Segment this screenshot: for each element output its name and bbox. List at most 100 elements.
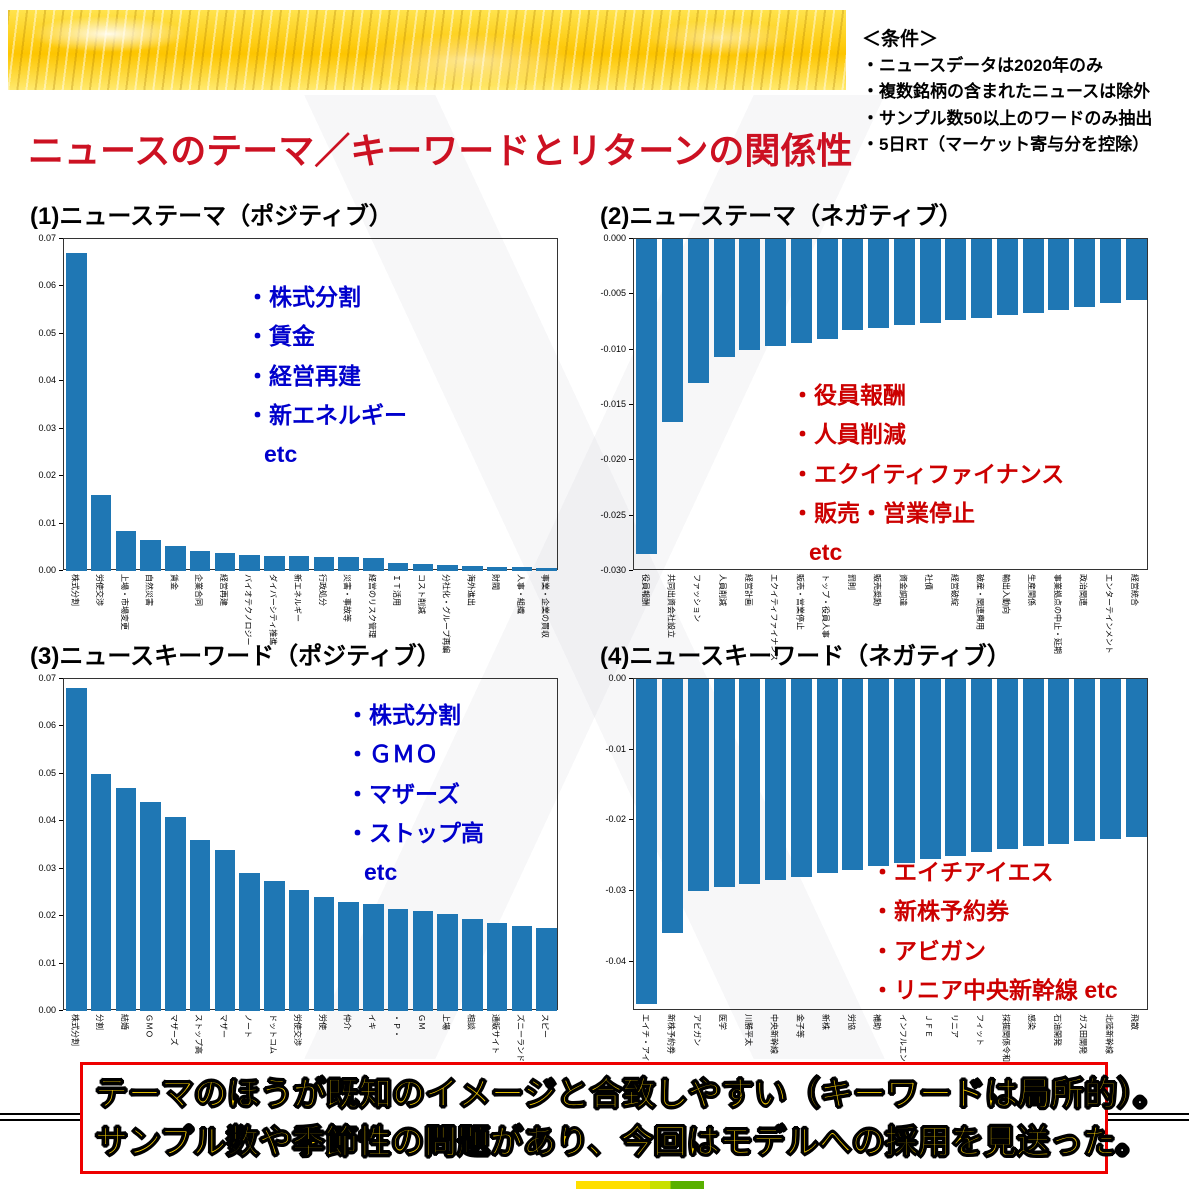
y-tick-mark (59, 427, 63, 429)
bar (165, 546, 186, 571)
bar (214, 849, 235, 1011)
y-axis: 0.07 0.06 0.05 0.04 0.03 0.02 0.01 0.00 (25, 233, 63, 575)
bar (1074, 679, 1096, 842)
annotation: ・エクイティファイナンス (791, 460, 1065, 487)
bar (842, 239, 864, 330)
x-tick-label: 経営計画 (743, 574, 753, 606)
bar (486, 566, 508, 571)
bar (816, 239, 838, 339)
x-tick-label: トップ・役員人事 (821, 574, 831, 638)
y-tick-mark (59, 380, 63, 382)
x-tick-label: 経営統合 (1130, 574, 1140, 606)
conclusion-line-1: テーマのほうが既知のイメージと合致しやすい（キーワードは局所的）。 (95, 1075, 1168, 1113)
bar (140, 802, 161, 1011)
x-tick-label: ＩＴ活用 (392, 574, 402, 606)
bar (842, 679, 864, 870)
y-tick-mark (59, 332, 63, 334)
x-tick-label: バイオテクノロジー (243, 574, 253, 646)
bar (363, 557, 384, 571)
annotation: ・販売・営業停止 (791, 499, 975, 526)
y-tick-mark (59, 772, 63, 774)
conditions-box: ＜条件＞ ・ニュースデータは2020年のみ ・複数銘柄の含まれたニュースは除外 ・サ… (862, 24, 1188, 158)
x-tick-label: コスト削減 (416, 574, 426, 614)
x-tick-label: 仲介 (342, 1014, 352, 1030)
x-tick-label: エンターテインメント (1104, 574, 1114, 654)
x-tick-label: 労使 (317, 1014, 327, 1030)
chart-panel-news-theme-positive: (1)ニューステーマ（ポジティブ） 0.07 0.06 0.05 0.04 0.03 0.… (25, 196, 568, 654)
bar (536, 928, 557, 1011)
bar (1074, 239, 1096, 307)
plot-area: ・株式分割 ・賃金 ・経営再建 ・新エネルギー etc (63, 238, 558, 571)
bar (662, 239, 684, 422)
bar (893, 679, 915, 863)
y-tick-label: 0.03 (38, 422, 56, 433)
x-tick-label: マザーズ (169, 1014, 179, 1046)
bars (64, 679, 557, 1011)
bar (338, 901, 359, 1011)
bars (64, 239, 557, 571)
bar (790, 239, 812, 344)
x-tick-label: 感染 (1027, 1014, 1037, 1030)
bar (140, 540, 161, 571)
page-title: ニュースのテーマ／キーワードとリターンの関係性 (28, 130, 853, 171)
decorative-lines-right (1108, 1113, 1189, 1121)
bar (462, 918, 483, 1011)
y-tick-mark (629, 678, 633, 679)
bar (945, 239, 967, 320)
x-tick-label: ＧＭ (416, 1014, 426, 1030)
y-axis: 0.07 0.06 0.05 0.04 0.03 0.02 0.01 0.00 (25, 673, 63, 1015)
bar (412, 911, 433, 1011)
x-tick-label: ガス田開発 (1078, 1014, 1088, 1054)
x-tick-label: 結婚 (119, 1014, 129, 1030)
x-tick-label: 販売奨励 (872, 574, 882, 606)
x-tick-label: 採掘関係令和 (1001, 1014, 1011, 1062)
x-axis-labels: 株式分割 労使交渉 上場・市場変更 自然災害 賃金 企業合同 経営再建 バイオテクノロジー ダイ… (63, 570, 558, 654)
x-tick-label: ストップ高 (194, 1014, 204, 1054)
y-tick-label: 0.06 (38, 280, 56, 291)
bar-chart: 0.000 -0.005 -0.010 -0.015 -0.020 -0.025 -0.03… (595, 233, 1158, 661)
bar (1022, 239, 1044, 314)
y-tick-mark (59, 522, 63, 524)
chart-title: (2)ニューステーマ（ネガティブ） (600, 203, 963, 230)
x-tick-label: ファッション (692, 574, 702, 622)
y-tick-mark (59, 678, 63, 679)
bar (687, 679, 709, 891)
bar (1099, 239, 1121, 304)
y-tick-label: 0.00 (38, 1005, 56, 1015)
y-tick-label: 0.05 (38, 327, 56, 338)
x-tick-label: 金子等 (795, 1014, 805, 1038)
bar (790, 679, 812, 877)
y-tick-mark (59, 725, 63, 727)
bar (511, 925, 532, 1011)
bar (919, 239, 941, 324)
bar (636, 679, 658, 1004)
bar (387, 909, 409, 1011)
y-tick-label: -0.005 (600, 288, 626, 299)
chart-annotations: ・役員報酬 ・人員削減 ・エクイティファイナンス ・販売・営業停止 etc (791, 382, 1065, 579)
bar (239, 873, 260, 1011)
x-tick-label: 人事・組織 (515, 574, 525, 614)
condition-item: ・複数銘柄の含まれたニュースは除外 (862, 82, 1151, 102)
chart-annotations: ・株式分割 ・ＧＭＯ ・マザーズ ・ストップ高 etc (346, 702, 484, 899)
x-tick-label: 罰則 (846, 574, 856, 590)
plot-area: ・役員報酬 ・人員削減 ・エクイティファイナンス ・販売・営業停止 etc (633, 238, 1148, 570)
bar (264, 880, 285, 1011)
y-tick-mark (629, 238, 633, 239)
condition-item: ・サンプル数50以上のワードのみ抽出 (862, 108, 1153, 128)
bar (486, 923, 508, 1011)
x-tick-label: 分社化・グループ再編 (441, 574, 451, 654)
y-tick-mark (629, 960, 633, 962)
bar (462, 565, 483, 571)
y-tick-label: -0.01 (605, 743, 626, 754)
x-tick-label: 自然災害 (144, 574, 154, 606)
x-tick-label: 経営再建 (218, 574, 228, 606)
y-tick-label: -0.020 (600, 454, 626, 465)
bar (662, 679, 684, 934)
x-tick-label: 海外進出 (466, 574, 476, 606)
bar (971, 679, 993, 853)
annotation: etc (809, 539, 843, 566)
x-axis-labels: エイチ・アイ・エス 新株予約券 アビガン 医学 川勝平太 中央新幹線 金子等 新株 労協 補助 イン… (633, 1010, 1148, 1086)
annotation: ・賃金 (246, 323, 315, 350)
annotation: etc (364, 859, 398, 886)
x-tick-label: 分割 (95, 1014, 105, 1030)
